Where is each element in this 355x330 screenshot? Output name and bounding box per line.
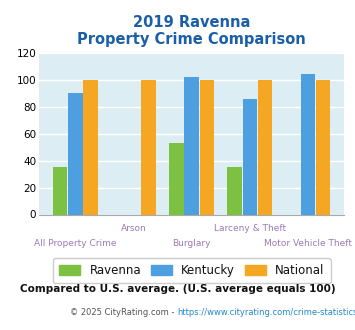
Bar: [228, 167, 242, 214]
Text: https://www.cityrating.com/crime-statistics/: https://www.cityrating.com/crime-statist…: [178, 308, 355, 317]
Bar: [316, 80, 331, 214]
Bar: [200, 80, 214, 214]
Bar: [242, 99, 257, 214]
Text: Motor Vehicle Theft: Motor Vehicle Theft: [264, 239, 352, 248]
Bar: [301, 74, 315, 215]
Text: Arson: Arson: [121, 224, 146, 233]
Bar: [185, 77, 199, 214]
Text: All Property Crime: All Property Crime: [34, 239, 116, 248]
Text: Compared to U.S. average. (U.S. average equals 100): Compared to U.S. average. (U.S. average …: [20, 284, 335, 294]
Bar: [83, 80, 98, 214]
Text: © 2025 CityRating.com -: © 2025 CityRating.com -: [71, 308, 178, 317]
Bar: [169, 143, 184, 214]
Bar: [68, 93, 83, 214]
Text: Burglary: Burglary: [173, 239, 211, 248]
Text: Larceny & Theft: Larceny & Theft: [214, 224, 286, 233]
Bar: [141, 80, 156, 214]
Bar: [258, 80, 272, 214]
Bar: [53, 167, 67, 214]
Title: 2019 Ravenna
Property Crime Comparison: 2019 Ravenna Property Crime Comparison: [77, 15, 306, 48]
Legend: Ravenna, Kentucky, National: Ravenna, Kentucky, National: [53, 258, 331, 283]
